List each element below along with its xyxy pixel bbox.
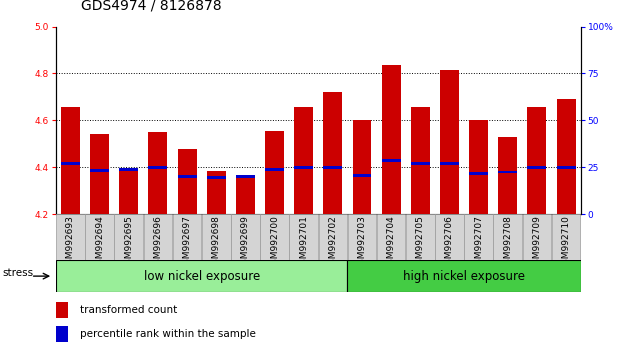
Bar <box>56 302 68 318</box>
Text: transformed count: transformed count <box>79 305 177 315</box>
Text: GSM992700: GSM992700 <box>270 216 279 270</box>
Bar <box>465 214 493 260</box>
Bar <box>498 171 517 173</box>
Bar <box>56 326 68 342</box>
Bar <box>61 108 80 214</box>
Bar <box>202 214 230 260</box>
Bar <box>207 171 225 214</box>
Bar <box>527 166 546 169</box>
Text: GSM992709: GSM992709 <box>532 216 542 270</box>
Bar <box>440 162 459 165</box>
Bar <box>406 214 435 260</box>
Text: low nickel exposure: low nickel exposure <box>143 270 260 282</box>
Bar <box>411 108 430 214</box>
Text: GSM992704: GSM992704 <box>387 216 396 270</box>
Bar <box>435 214 464 260</box>
Bar <box>294 108 313 214</box>
Bar <box>319 214 347 260</box>
Text: GSM992698: GSM992698 <box>212 216 220 270</box>
Text: GSM992697: GSM992697 <box>183 216 191 270</box>
Bar <box>353 120 371 214</box>
Bar <box>469 120 488 214</box>
Bar <box>289 214 318 260</box>
Bar <box>440 70 459 214</box>
Bar <box>56 260 347 292</box>
Bar <box>556 99 576 214</box>
Bar <box>469 172 488 175</box>
Bar <box>56 214 84 260</box>
Text: stress: stress <box>3 268 34 278</box>
Text: GSM992702: GSM992702 <box>329 216 337 270</box>
Text: GSM992708: GSM992708 <box>503 216 512 270</box>
Text: GSM992693: GSM992693 <box>66 216 75 270</box>
Bar <box>353 174 371 177</box>
Bar <box>498 137 517 214</box>
Bar <box>556 166 576 169</box>
Bar <box>324 92 342 214</box>
Bar <box>148 166 168 169</box>
Bar <box>207 176 225 179</box>
Bar <box>90 169 109 172</box>
Bar <box>294 166 313 169</box>
Bar <box>178 148 197 214</box>
Bar <box>119 168 138 171</box>
Bar <box>119 171 138 214</box>
Bar <box>114 214 143 260</box>
Text: GDS4974 / 8126878: GDS4974 / 8126878 <box>81 0 221 12</box>
Text: GSM992705: GSM992705 <box>416 216 425 270</box>
Bar <box>236 178 255 214</box>
Bar <box>552 214 581 260</box>
Bar <box>148 132 168 214</box>
Bar <box>382 159 401 162</box>
Text: GSM992710: GSM992710 <box>561 216 571 270</box>
Bar <box>377 214 406 260</box>
Bar <box>61 162 80 165</box>
Bar <box>236 175 255 178</box>
Bar <box>265 131 284 214</box>
Text: GSM992694: GSM992694 <box>95 216 104 270</box>
Bar <box>347 260 581 292</box>
Bar <box>348 214 376 260</box>
Text: GSM992696: GSM992696 <box>153 216 163 270</box>
Text: GSM992706: GSM992706 <box>445 216 454 270</box>
Text: GSM992707: GSM992707 <box>474 216 483 270</box>
Bar <box>143 214 172 260</box>
Bar <box>265 168 284 171</box>
Bar <box>85 214 114 260</box>
Bar <box>173 214 201 260</box>
Text: GSM992703: GSM992703 <box>358 216 366 270</box>
Text: GSM992695: GSM992695 <box>124 216 134 270</box>
Bar <box>90 135 109 214</box>
Text: high nickel exposure: high nickel exposure <box>403 270 525 282</box>
Text: GSM992701: GSM992701 <box>299 216 308 270</box>
Bar <box>411 162 430 165</box>
Text: GSM992699: GSM992699 <box>241 216 250 270</box>
Bar <box>494 214 522 260</box>
Bar <box>231 214 260 260</box>
Text: percentile rank within the sample: percentile rank within the sample <box>79 329 255 339</box>
Bar <box>523 214 551 260</box>
Bar <box>260 214 289 260</box>
Bar <box>178 175 197 178</box>
Bar <box>324 166 342 169</box>
Bar <box>527 108 546 214</box>
Bar <box>382 65 401 214</box>
